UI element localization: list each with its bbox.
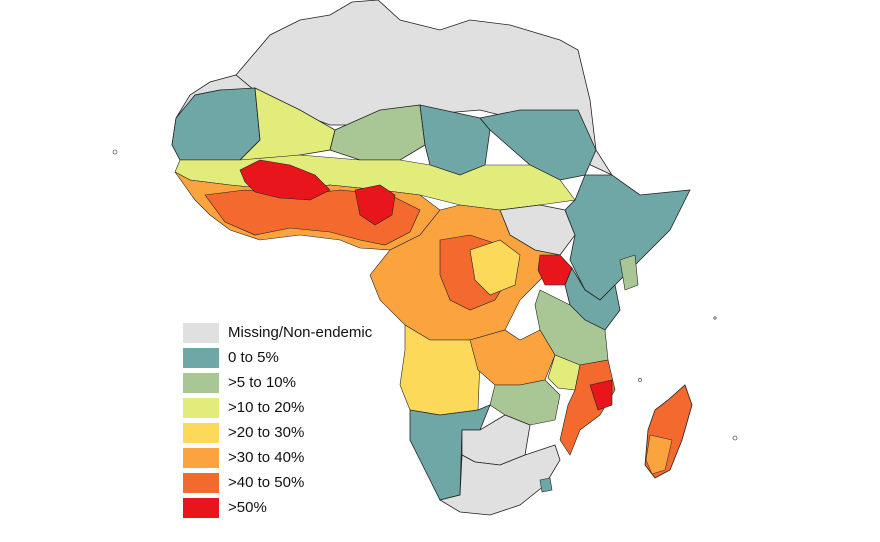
mauritius-island	[732, 435, 738, 441]
legend-label: Missing/Non-endemic	[228, 324, 373, 341]
legend-item-40-50: >40 to 50%	[183, 470, 372, 495]
zambia-region	[469, 329, 556, 386]
legend-item-over-50: >50%	[183, 495, 372, 520]
comoros-island	[638, 378, 642, 382]
south-africa-region	[438, 444, 561, 516]
nigeria-hotspot-region	[354, 184, 396, 226]
burkina-hotspot-region	[239, 159, 331, 201]
niger-region	[329, 104, 426, 161]
mozambique-hotspot-region	[589, 379, 613, 411]
cape-verde-island	[112, 149, 118, 155]
legend-swatch	[183, 422, 219, 443]
legend-swatch	[183, 347, 219, 368]
legend-swatch	[183, 397, 219, 418]
south-sudan-region	[499, 204, 576, 256]
legend-swatch	[183, 472, 219, 493]
legend-item-20-30: >20 to 30%	[183, 420, 372, 445]
malawi-region	[547, 354, 581, 391]
madagascar-south-region	[645, 434, 673, 475]
legend-swatch	[183, 322, 219, 343]
legend-label: >40 to 50%	[228, 474, 305, 491]
mauritania-region	[171, 87, 261, 161]
legend-swatch	[183, 372, 219, 393]
map-legend: Missing/Non-endemic 0 to 5% >5 to 10% >1…	[183, 320, 372, 520]
legend-item-missing: Missing/Non-endemic	[183, 320, 372, 345]
legend-item-5-10: >5 to 10%	[183, 370, 372, 395]
legend-label: >20 to 30%	[228, 424, 305, 441]
zimbabwe-region	[489, 379, 561, 426]
legend-label: >10 to 20%	[228, 399, 305, 416]
legend-label: >50%	[228, 499, 267, 516]
legend-item-0-5: 0 to 5%	[183, 345, 372, 370]
legend-item-30-40: >30 to 40%	[183, 445, 372, 470]
seychelles-island	[713, 316, 717, 320]
legend-swatch	[183, 447, 219, 468]
central-yellow-region	[469, 239, 521, 296]
chad-region	[419, 104, 491, 176]
legend-swatch	[183, 497, 219, 518]
legend-label: >5 to 10%	[228, 374, 296, 391]
somalia-green-region	[619, 254, 639, 291]
legend-item-10-20: >10 to 20%	[183, 395, 372, 420]
legend-label: 0 to 5%	[228, 349, 279, 366]
eswatini-region	[539, 477, 553, 493]
legend-label: >30 to 40%	[228, 449, 305, 466]
